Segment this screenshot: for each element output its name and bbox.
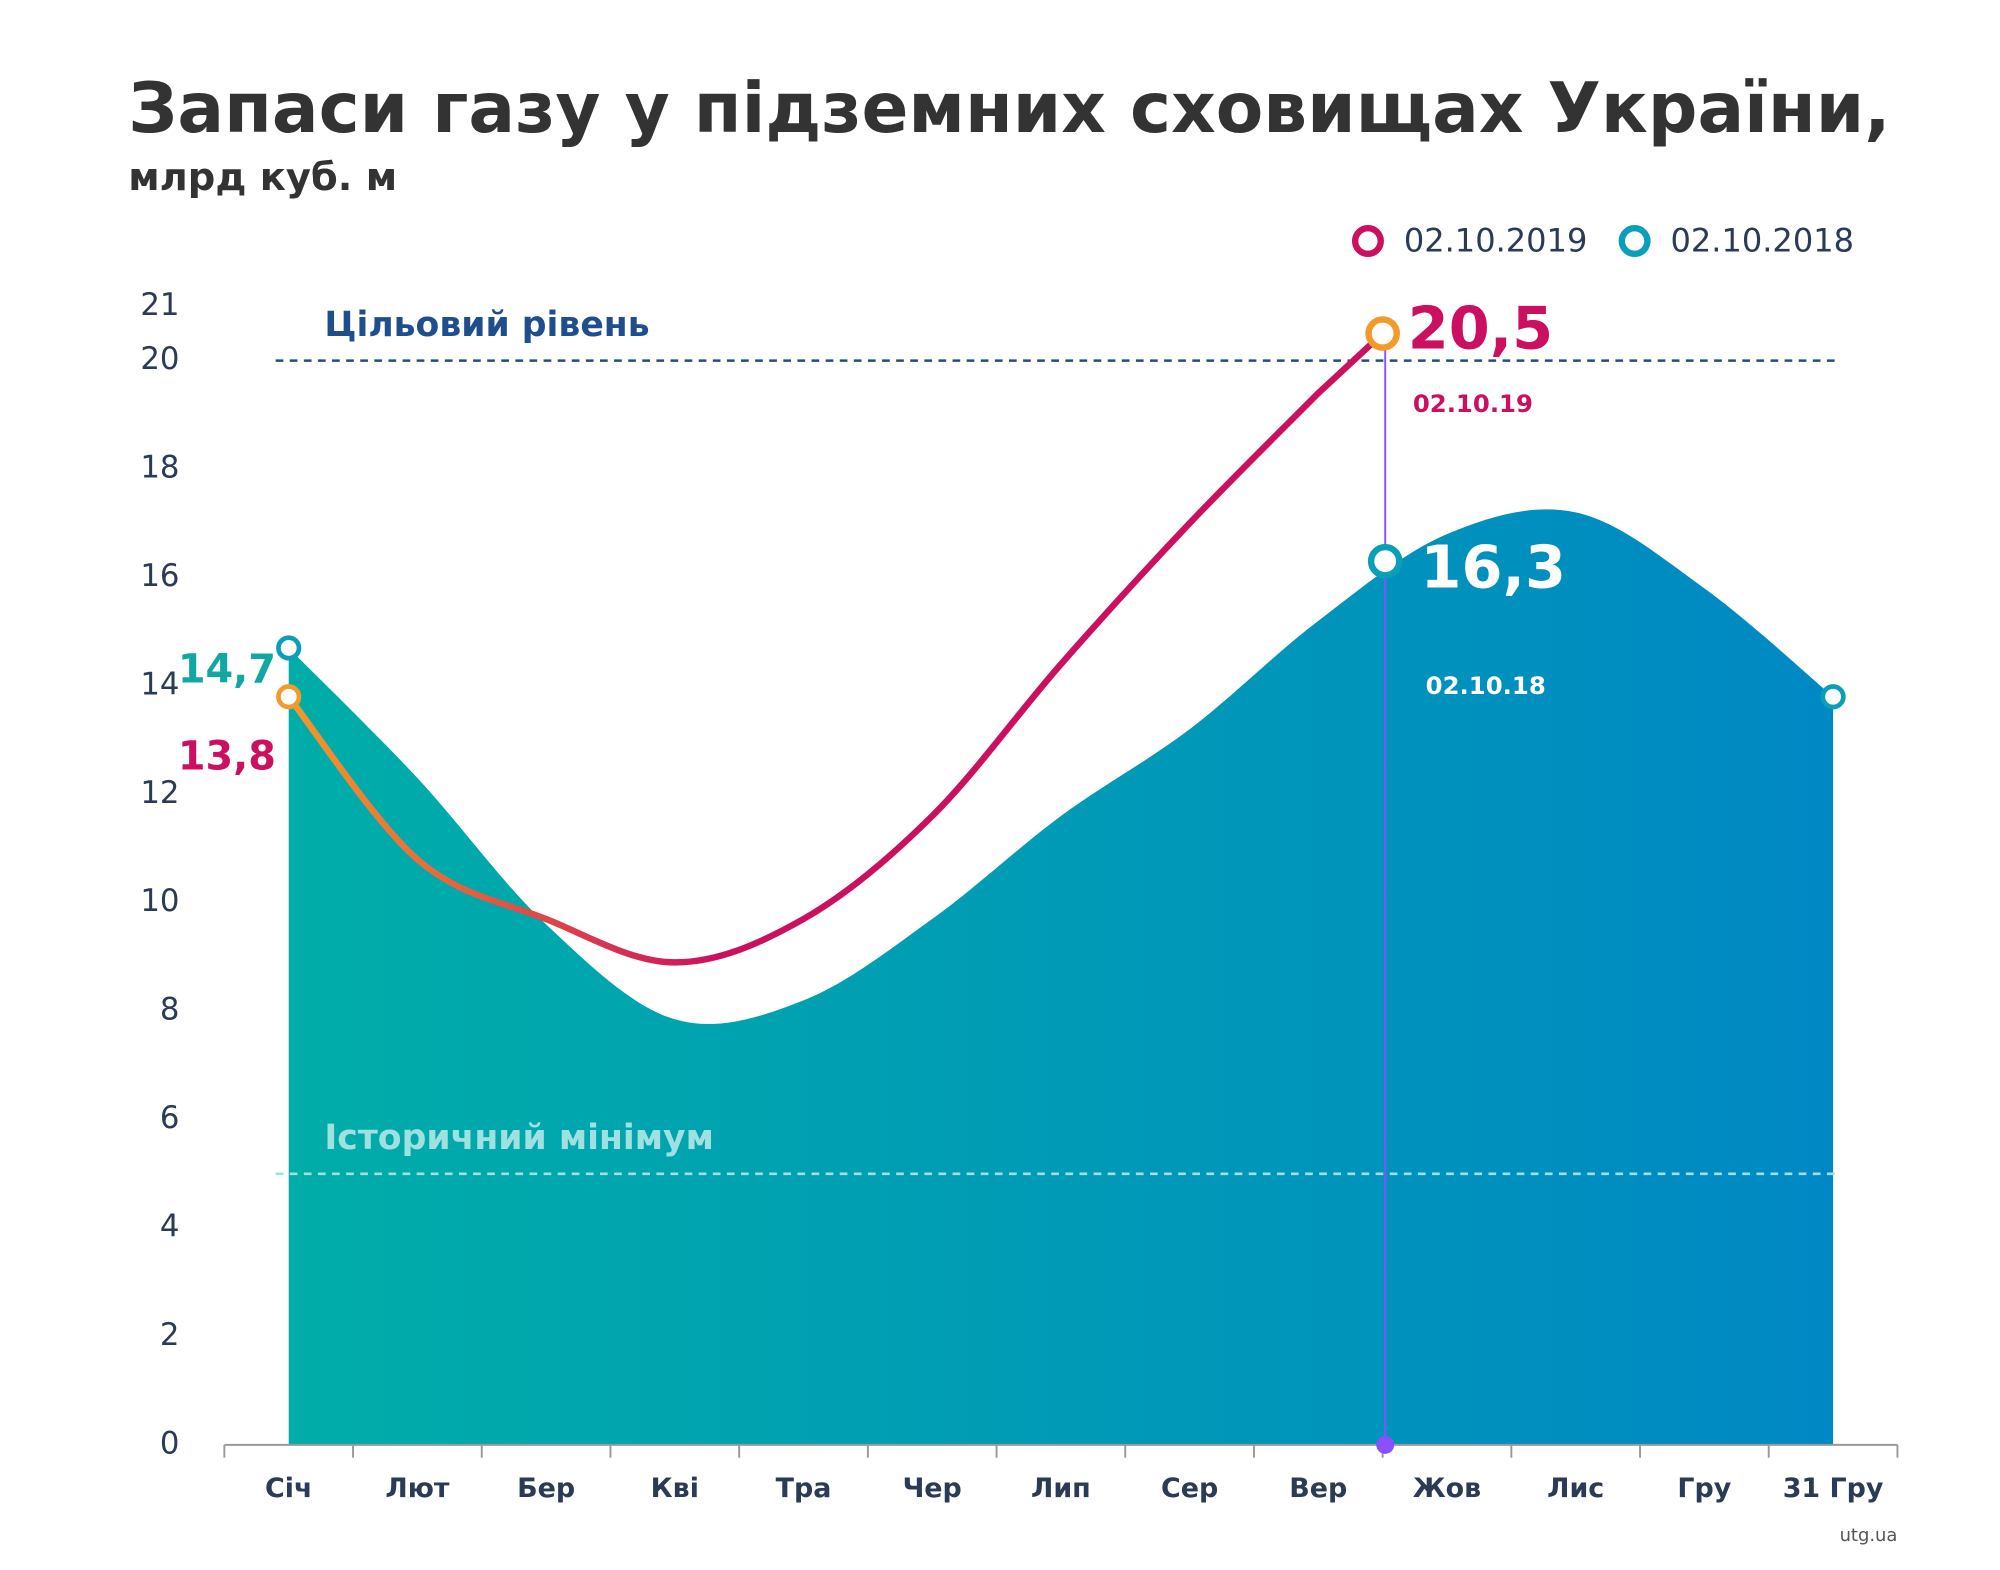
y-tick-label: 20 xyxy=(140,341,179,377)
x-tick-label: Чер xyxy=(903,1473,962,1504)
point-marker xyxy=(276,684,302,710)
annotation-value: 16,3 xyxy=(1421,533,1567,602)
x-tick-label: Вер xyxy=(1289,1473,1347,1504)
x-tick-label: Гру xyxy=(1677,1473,1731,1504)
y-tick-label: 6 xyxy=(160,1100,180,1136)
y-tick-label: 4 xyxy=(160,1209,180,1245)
area xyxy=(288,509,1834,1445)
y-tick-label: 12 xyxy=(140,775,179,811)
reference-label: Історичний мінімум xyxy=(324,1118,714,1158)
y-tick-label: 10 xyxy=(140,883,179,919)
reference-label: Цільовий рівень xyxy=(324,305,649,345)
x-tick-label: Лис xyxy=(1547,1473,1604,1504)
line xyxy=(285,389,1322,966)
chart-subtitle: млрд куб. м xyxy=(128,155,397,200)
legend-swatch xyxy=(1351,225,1384,258)
y-tick-label: 2 xyxy=(160,1317,180,1353)
point-marker xyxy=(276,635,302,661)
x-tick-label: Січ xyxy=(265,1473,312,1504)
legend-label: 02.10.2019 xyxy=(1404,221,1588,259)
point-marker xyxy=(1820,684,1846,710)
x-tick-label: Лют xyxy=(385,1473,450,1504)
annotation-value: 20,5 xyxy=(1408,293,1554,362)
guide-dot xyxy=(1376,1435,1395,1454)
annotation-date: 02.10.18 xyxy=(1426,671,1546,700)
x-tick-label: 31 Гру xyxy=(1783,1473,1884,1504)
x-tick-label: Жов xyxy=(1413,1473,1481,1504)
point-marker xyxy=(1367,543,1403,579)
x-tick-label: Лип xyxy=(1031,1473,1091,1504)
x-tick-label: Сер xyxy=(1161,1473,1218,1504)
x-tick-label: Тра xyxy=(776,1473,832,1504)
y-tick-label: 18 xyxy=(140,450,179,486)
y-tick-label: 21 xyxy=(140,287,179,323)
chart-title: Запаси газу у підземних сховищах України… xyxy=(128,69,1890,149)
x-tick-label: Кві xyxy=(651,1473,699,1504)
value-label: 13,8 xyxy=(178,733,276,779)
y-tick-label: 16 xyxy=(140,558,179,594)
legend-swatch xyxy=(1618,225,1651,258)
value-label: 14,7 xyxy=(178,646,276,692)
legend-label: 02.10.2018 xyxy=(1671,221,1855,259)
y-tick-label: 0 xyxy=(160,1425,180,1461)
x-tick-label: Бер xyxy=(517,1473,575,1504)
y-tick-label: 14 xyxy=(140,666,179,702)
y-tick-label: 8 xyxy=(160,992,180,1028)
annotation-date: 02.10.19 xyxy=(1413,389,1533,418)
point-marker xyxy=(1365,316,1400,351)
source: utg.ua xyxy=(1840,1525,1898,1546)
